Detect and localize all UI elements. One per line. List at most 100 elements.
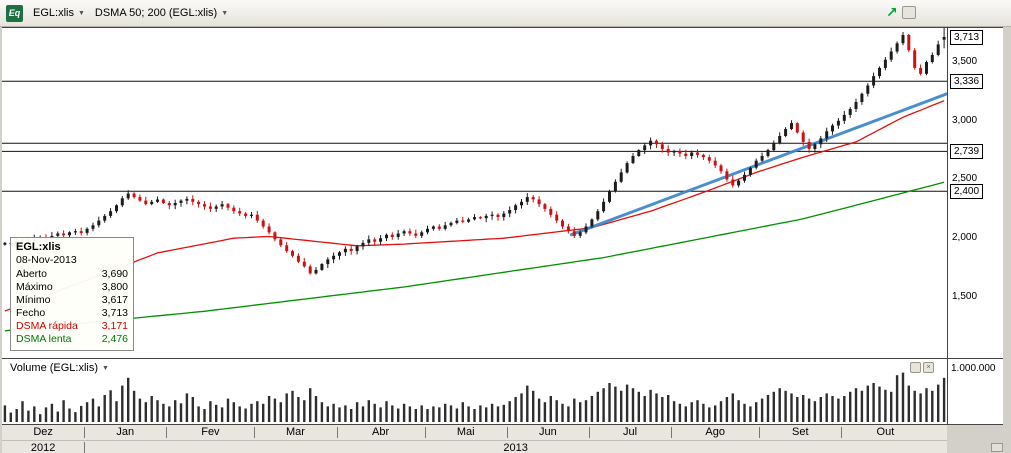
axis-separator xyxy=(947,28,948,425)
candle xyxy=(467,219,471,222)
volume-bar xyxy=(743,403,746,422)
price-level-label: 2,739 xyxy=(950,144,984,160)
volume-bar xyxy=(56,411,59,422)
data-window-symbol: EGL:xlis xyxy=(16,241,61,253)
volume-bar xyxy=(614,386,617,422)
candle xyxy=(713,160,717,166)
volume-bar xyxy=(350,409,353,422)
month-label: Out xyxy=(876,426,895,438)
y-axis-tick: 1,500 xyxy=(952,290,978,302)
price-chart-surface[interactable] xyxy=(2,28,947,358)
candle xyxy=(308,266,312,274)
volume-bar xyxy=(790,393,793,422)
candle xyxy=(126,193,130,199)
candle xyxy=(420,232,424,236)
candle xyxy=(449,222,453,226)
data-row: Máximo 3,800 xyxy=(16,281,128,293)
candle xyxy=(173,203,177,206)
volume-bar xyxy=(784,390,787,422)
candle xyxy=(514,205,518,210)
chart-pane-icons: ↗ xyxy=(886,5,916,19)
volume-bar xyxy=(226,398,230,422)
volume-bar xyxy=(402,403,406,422)
volume-bar xyxy=(807,398,811,422)
volume-bar xyxy=(760,398,764,422)
volume-bar xyxy=(819,397,822,422)
volume-bar xyxy=(731,393,734,422)
sma-fast-line xyxy=(4,100,945,312)
volume-bar xyxy=(831,396,834,422)
candle xyxy=(115,205,118,212)
volume-bar xyxy=(725,397,729,422)
trend-up-icon[interactable]: ↗ xyxy=(886,4,898,20)
candle xyxy=(872,76,876,86)
sma-slow-line xyxy=(4,181,945,332)
candle xyxy=(919,67,923,74)
month-tick xyxy=(254,427,256,438)
volume-bar xyxy=(132,390,136,422)
data-window[interactable]: EGL:xlis 08-Nov-2013 Aberto 3,690 Máximo 3,… xyxy=(10,237,134,351)
candle xyxy=(672,151,676,153)
candle xyxy=(748,167,752,175)
volume-chart-surface[interactable] xyxy=(2,359,947,424)
candle xyxy=(455,220,459,223)
month-label: Dez xyxy=(33,426,53,438)
volume-bar xyxy=(655,393,658,422)
price-chart-pane xyxy=(2,28,947,358)
volume-bar xyxy=(391,405,394,422)
volume-bar xyxy=(62,400,65,422)
candle xyxy=(120,198,124,206)
month-tick xyxy=(841,427,843,438)
candle xyxy=(68,232,71,236)
candle xyxy=(314,269,318,274)
volume-bar xyxy=(778,388,781,422)
volume-bar xyxy=(27,410,30,422)
volume-bar xyxy=(80,405,83,422)
candle xyxy=(349,248,353,252)
candle xyxy=(743,174,746,181)
volume-bar xyxy=(267,396,271,422)
volume-bar xyxy=(39,414,42,422)
candle xyxy=(85,228,89,233)
volume-bar xyxy=(15,409,18,422)
candle xyxy=(496,214,500,217)
symbol-label: EGL:xlis xyxy=(33,7,74,19)
symbol-selector[interactable]: EGL:xlis ▼ xyxy=(33,7,85,19)
volume-pane: Volume (EGL:xlis) ▼ × xyxy=(2,359,947,424)
volume-bar xyxy=(573,398,576,422)
volume-bar xyxy=(490,403,494,422)
candle xyxy=(255,214,259,221)
month-tick xyxy=(166,427,168,438)
volume-pane-header[interactable]: Volume (EGL:xlis) ▼ xyxy=(8,362,111,374)
month-label: Jul xyxy=(622,426,638,438)
volume-bar xyxy=(537,398,541,422)
camera-icon[interactable] xyxy=(910,362,921,373)
volume-bar xyxy=(408,406,412,422)
volume-bar xyxy=(766,395,770,422)
candle xyxy=(907,35,911,51)
resize-grip[interactable] xyxy=(991,443,1003,452)
volume-bar xyxy=(127,377,130,422)
volume-bar xyxy=(684,406,687,422)
volume-bar xyxy=(361,406,365,422)
candle xyxy=(461,220,465,222)
volume-bar xyxy=(420,405,423,422)
volume-bar xyxy=(942,377,946,422)
volume-bar xyxy=(772,391,775,422)
volume-bar xyxy=(449,405,453,422)
month-label: Mai xyxy=(456,426,475,438)
volume-bar xyxy=(432,406,435,422)
trend-line[interactable] xyxy=(569,92,947,237)
indicator-selector[interactable]: DSMA 50; 200 (EGL:xlis) ▼ xyxy=(95,7,228,19)
volume-bar xyxy=(895,375,899,422)
y-axis-tick: 2,000 xyxy=(952,232,978,244)
volume-bar xyxy=(297,397,300,422)
price-axis[interactable]: 3,713 3,500 3,336 3,000 2,739 2,500 2,400 2,000… xyxy=(948,28,1003,358)
candle xyxy=(250,214,253,216)
month-label: Ago xyxy=(705,426,725,438)
candle xyxy=(338,252,341,256)
candle xyxy=(719,165,723,172)
camera-icon[interactable] xyxy=(901,5,916,19)
close-icon[interactable]: × xyxy=(923,362,934,373)
candle xyxy=(79,231,83,233)
